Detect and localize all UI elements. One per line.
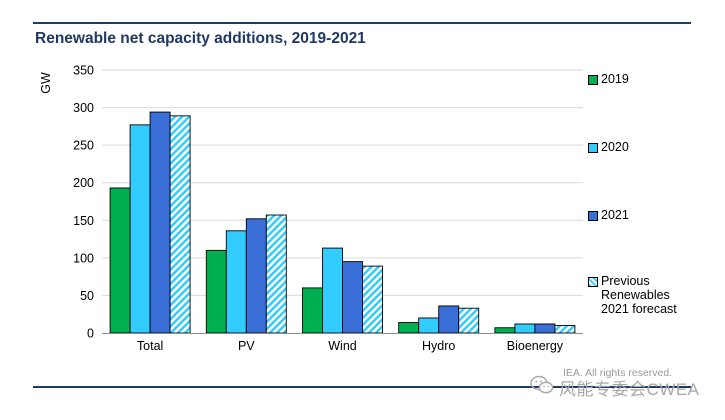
y-tick-label: 0 xyxy=(87,327,94,341)
bar-wind-1 xyxy=(322,247,343,334)
bar-bioenergy-3 xyxy=(554,325,576,334)
legend-label: 2021 xyxy=(601,208,629,222)
bar-hydro-0 xyxy=(398,322,420,334)
bar-pv-0 xyxy=(205,249,227,334)
x-tick-label: PV xyxy=(238,339,255,353)
legend-item: Previous Renewables 2021 forecast xyxy=(588,274,677,316)
x-tick-label: Total xyxy=(137,339,163,353)
bar-total-1 xyxy=(129,124,151,334)
bar-wind-3 xyxy=(362,265,383,334)
axes: 0 50 100 150 200 250 300 350 GW Total PV Wind Hydro B… xyxy=(39,64,583,353)
y-tick-label: 150 xyxy=(73,214,94,228)
bar-hydro-1 xyxy=(418,317,440,334)
bar-bioenergy-1 xyxy=(514,323,536,334)
y-axis-label: GW xyxy=(39,72,53,94)
watermark: 风能专委会CWEA xyxy=(530,373,710,399)
bar-bioenergy-2 xyxy=(534,323,556,334)
bar-wind-2 xyxy=(342,261,363,334)
legend-label: 2020 xyxy=(601,140,629,154)
bar-pv-3 xyxy=(265,214,287,334)
bars xyxy=(109,111,576,334)
y-tick-label: 200 xyxy=(73,176,94,190)
legend-swatch xyxy=(588,211,598,221)
bar-total-3 xyxy=(169,115,191,334)
top-rule xyxy=(33,22,691,24)
bar-hydro-2 xyxy=(438,305,460,334)
y-tick-label: 50 xyxy=(80,289,94,303)
legend-swatch xyxy=(588,277,598,287)
bar-total-0 xyxy=(109,187,131,334)
wechat-icon xyxy=(530,375,554,394)
bar-pv-2 xyxy=(245,218,267,334)
x-tick-label: Hydro xyxy=(422,339,455,353)
legend-item: 2021 xyxy=(588,208,629,222)
copyright-notice: IEA. All rights reserved. xyxy=(563,367,673,379)
legend-label: 2019 xyxy=(601,72,629,86)
bar-bioenergy-0 xyxy=(494,327,516,334)
legend-swatch xyxy=(588,143,598,153)
y-tick-label: 300 xyxy=(73,101,94,115)
y-tick-label: 350 xyxy=(73,64,94,78)
bar-total-2 xyxy=(149,111,171,334)
y-tick-label: 250 xyxy=(73,139,94,153)
bar-pv-1 xyxy=(225,230,247,334)
bar-wind-0 xyxy=(302,287,323,334)
x-tick-label: Bioenergy xyxy=(507,339,564,353)
legend-label: Previous Renewables 2021 forecast xyxy=(601,274,677,316)
chart-title: Renewable net capacity additions, 2019-2… xyxy=(35,30,366,47)
chart-legend: 2019 2020 2021 Previous Renewables 2021 forec… xyxy=(588,60,708,330)
x-tick-label: Wind xyxy=(328,339,357,353)
legend-swatch xyxy=(588,75,598,85)
legend-item: 2020 xyxy=(588,140,629,154)
bottom-rule xyxy=(33,386,691,388)
bar-hydro-3 xyxy=(458,307,480,334)
watermark-text: 风能专委会CWEA xyxy=(559,380,700,399)
legend-item: 2019 xyxy=(588,72,629,86)
y-tick-label: 100 xyxy=(73,251,94,265)
